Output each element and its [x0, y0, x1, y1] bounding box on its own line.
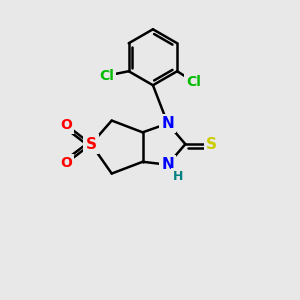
Text: Cl: Cl [99, 69, 114, 83]
Text: Cl: Cl [186, 74, 201, 88]
Text: S: S [206, 136, 217, 152]
Text: N: N [161, 157, 174, 172]
Text: O: O [60, 118, 72, 132]
Text: H: H [173, 170, 183, 183]
Text: O: O [60, 156, 72, 170]
Text: N: N [161, 116, 174, 131]
Text: S: S [85, 136, 97, 152]
